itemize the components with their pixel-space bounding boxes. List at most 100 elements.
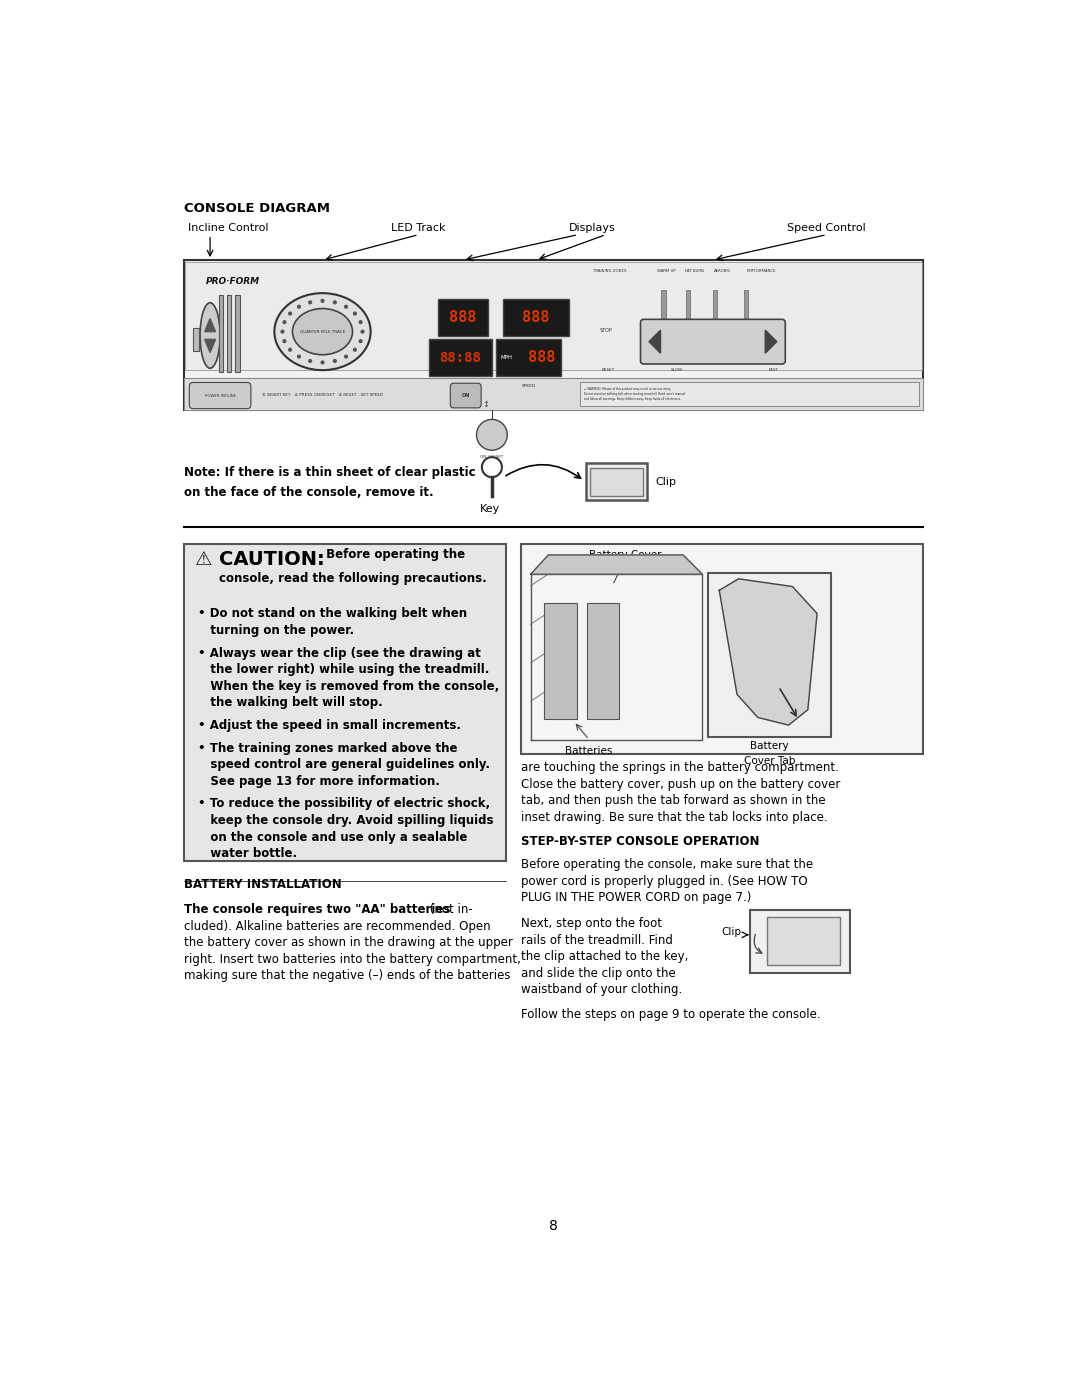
Circle shape xyxy=(298,355,300,358)
Bar xyxy=(585,464,647,500)
Text: CONSOLE DIAGRAM: CONSOLE DIAGRAM xyxy=(184,203,329,215)
Text: SLOW: SLOW xyxy=(671,369,683,372)
FancyBboxPatch shape xyxy=(189,383,251,409)
Text: 888: 888 xyxy=(528,351,555,366)
Bar xyxy=(580,381,919,407)
Text: FAT CALS.: FAT CALS. xyxy=(541,344,562,348)
Circle shape xyxy=(281,330,284,332)
Text: 88:88: 88:88 xyxy=(440,351,482,365)
Circle shape xyxy=(298,306,300,309)
Circle shape xyxy=(321,299,324,302)
Text: See page 13 for more information.: See page 13 for more information. xyxy=(198,775,440,788)
Text: FAST: FAST xyxy=(768,369,779,372)
Polygon shape xyxy=(205,339,216,352)
Text: Battery: Battery xyxy=(750,742,788,752)
Text: Key: Key xyxy=(481,504,500,514)
Bar xyxy=(591,468,643,496)
Bar xyxy=(184,545,507,862)
Text: ON: ON xyxy=(461,393,470,398)
Text: Next, step onto the foot: Next, step onto the foot xyxy=(522,918,662,930)
Circle shape xyxy=(283,339,286,342)
Bar xyxy=(438,299,488,335)
Text: PRO·FORM: PRO·FORM xyxy=(205,277,259,286)
Circle shape xyxy=(309,300,311,303)
Text: ⚠: ⚠ xyxy=(195,550,213,569)
Bar xyxy=(522,545,923,753)
Text: AEROBIC: AEROBIC xyxy=(714,270,731,274)
Text: PERFORMANCE: PERFORMANCE xyxy=(746,270,777,274)
Bar xyxy=(186,261,921,370)
Text: STOP: STOP xyxy=(599,328,612,332)
Text: making sure that the negative (–) ends of the batteries: making sure that the negative (–) ends o… xyxy=(184,970,511,982)
Text: right. Insert two batteries into the battery compartment,: right. Insert two batteries into the bat… xyxy=(184,953,521,965)
Text: Note: If there is a thin sheet of clear plastic: Note: If there is a thin sheet of clear … xyxy=(184,465,475,479)
Text: 888: 888 xyxy=(449,310,476,324)
Text: RESET: RESET xyxy=(602,369,616,372)
Polygon shape xyxy=(530,555,702,574)
Text: Speed Control: Speed Control xyxy=(787,224,866,233)
Text: the walking belt will stop.: the walking belt will stop. xyxy=(198,696,382,710)
Polygon shape xyxy=(649,330,661,353)
Text: CAUTION:: CAUTION: xyxy=(219,550,325,569)
Text: DISTANCE: DISTANCE xyxy=(453,344,474,348)
Text: ⚠ WARNING  Misuse of this product may result in serious injury.
Do not stand on : ⚠ WARNING Misuse of this product may res… xyxy=(583,387,685,401)
Bar xyxy=(767,918,840,965)
Text: Close the battery cover, push up on the battery cover: Close the battery cover, push up on the … xyxy=(522,778,840,791)
Text: • The training zones marked above the: • The training zones marked above the xyxy=(198,742,457,754)
Text: TRAINING ZONES: TRAINING ZONES xyxy=(593,270,626,274)
Text: Follow the steps on page 9 to operate the console.: Follow the steps on page 9 to operate th… xyxy=(522,1007,821,1021)
Bar xyxy=(184,377,923,411)
Bar xyxy=(661,291,665,338)
Circle shape xyxy=(321,360,324,363)
Bar xyxy=(586,604,619,719)
Text: POWER INCLINE: POWER INCLINE xyxy=(204,394,235,398)
Text: turning on the power.: turning on the power. xyxy=(198,624,354,637)
Bar xyxy=(707,573,831,736)
Text: Displays: Displays xyxy=(569,224,616,233)
Ellipse shape xyxy=(274,293,370,370)
Text: console, read the following precautions.: console, read the following precautions. xyxy=(219,571,487,584)
Text: rails of the treadmill. Find: rails of the treadmill. Find xyxy=(522,933,673,947)
Text: the battery cover as shown in the drawing at the upper: the battery cover as shown in the drawin… xyxy=(184,936,513,949)
Circle shape xyxy=(345,355,348,358)
Text: • Always wear the clip (see the drawing at: • Always wear the clip (see the drawing … xyxy=(198,647,481,659)
FancyBboxPatch shape xyxy=(640,320,785,365)
Text: PLUG IN THE POWER CORD on page 7.): PLUG IN THE POWER CORD on page 7.) xyxy=(522,891,752,904)
Text: ↕: ↕ xyxy=(483,400,489,409)
Bar xyxy=(184,260,923,411)
Text: Battery Cover: Battery Cover xyxy=(589,550,662,560)
Text: the clip attached to the key,: the clip attached to the key, xyxy=(522,950,689,964)
Circle shape xyxy=(345,306,348,309)
Circle shape xyxy=(309,359,311,362)
Bar xyxy=(496,339,562,376)
Bar xyxy=(751,909,850,972)
Text: ON / RESET: ON / RESET xyxy=(481,455,503,458)
Text: power cord is properly plugged in. (See HOW TO: power cord is properly plugged in. (See … xyxy=(522,875,808,888)
Text: • Adjust the speed in small increments.: • Adjust the speed in small increments. xyxy=(198,719,461,732)
Text: cluded). Alkaline batteries are recommended. Open: cluded). Alkaline batteries are recommen… xyxy=(184,919,490,933)
Circle shape xyxy=(360,321,362,324)
Bar xyxy=(744,291,748,338)
Text: FAT BURN: FAT BURN xyxy=(685,270,704,274)
Circle shape xyxy=(334,300,336,303)
Bar xyxy=(686,291,690,338)
Text: speed control are general guidelines only.: speed control are general guidelines onl… xyxy=(198,759,489,771)
Text: on the face of the console, remove it.: on the face of the console, remove it. xyxy=(184,486,433,499)
Circle shape xyxy=(353,312,356,314)
FancyBboxPatch shape xyxy=(450,383,481,408)
Bar xyxy=(193,328,200,351)
Text: 888: 888 xyxy=(523,310,550,324)
Text: Cover Tab: Cover Tab xyxy=(744,756,795,766)
Text: 8: 8 xyxy=(549,1220,558,1234)
Text: Incline Control: Incline Control xyxy=(188,224,268,233)
Polygon shape xyxy=(719,578,818,725)
Text: STEP-BY-STEP CONSOLE OPERATION: STEP-BY-STEP CONSOLE OPERATION xyxy=(522,835,760,848)
Text: ① INSERT KEY   ② PRESS ON/RESET   ③ RESET - SET SPEED: ① INSERT KEY ② PRESS ON/RESET ③ RESET - … xyxy=(262,393,383,397)
Text: CALS.: CALS. xyxy=(514,344,526,348)
Text: on the console and use only a sealable: on the console and use only a sealable xyxy=(198,831,468,844)
Text: and slide the clip onto the: and slide the clip onto the xyxy=(522,967,676,979)
Text: TIME: TIME xyxy=(455,384,465,388)
Text: QUARTER MILE TRACK: QUARTER MILE TRACK xyxy=(300,330,346,334)
Text: the lower right) while using the treadmill.: the lower right) while using the treadmi… xyxy=(198,664,489,676)
Text: When the key is removed from the console,: When the key is removed from the console… xyxy=(198,680,499,693)
